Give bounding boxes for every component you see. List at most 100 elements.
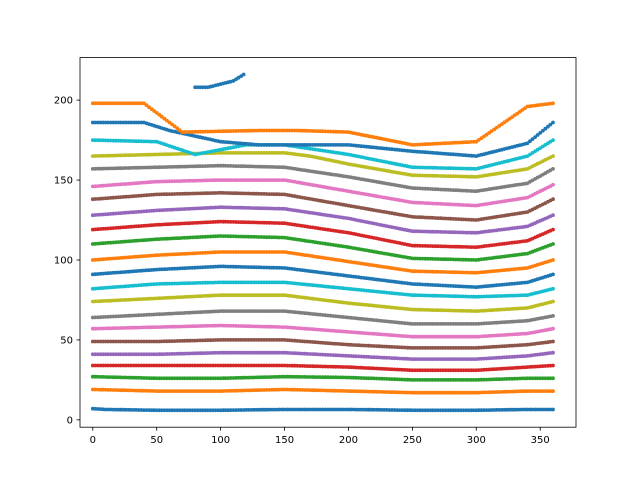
data-point [443,368,448,373]
data-point [453,346,458,350]
data-point [165,363,169,368]
data-point [551,389,555,393]
data-point [246,309,251,313]
data-point [195,408,200,413]
data-point [359,407,364,412]
data-point [195,281,200,285]
data-point [448,357,453,361]
data-point [453,322,458,326]
data-point [413,408,417,413]
data-point [494,377,499,382]
data-point [264,280,269,285]
data-point [142,325,146,330]
data-point [395,408,399,412]
x-tick-label: 200 [339,435,358,446]
y-tick-label: 200 [54,96,73,107]
data-point [551,326,555,331]
data-point [459,408,463,413]
x-tick-label: 50 [150,435,163,446]
data-point [211,376,215,381]
x-tick-label: 150 [275,435,294,446]
data-point [272,338,277,342]
data-point [471,368,476,373]
data-point [459,368,463,373]
data-point [264,375,269,379]
series-9 [90,280,555,299]
data-point [111,388,116,392]
data-point [113,326,118,330]
series-2 [90,374,555,382]
data-point [453,378,458,382]
data-point [223,280,228,285]
data-point [538,376,543,381]
data-point [551,350,555,355]
data-point [438,346,443,350]
data-point [142,363,146,368]
data-point [272,325,277,329]
data-point [213,363,218,368]
data-point [290,387,295,392]
data-point [430,322,435,326]
x-tick-label: 350 [531,435,550,446]
data-point [548,389,553,393]
data-point [188,408,192,413]
data-point [535,407,540,412]
data-point [530,407,535,412]
data-point [272,280,277,285]
data-point [497,294,502,298]
data-point [459,378,463,382]
data-point [101,339,105,344]
data-point [177,408,182,413]
data-point [484,408,489,412]
data-point [538,407,543,412]
data-point [494,408,499,412]
data-point [459,308,463,313]
data-point [159,389,164,393]
data-point [425,357,430,361]
data-point [443,346,448,350]
data-point [459,390,463,395]
data-point [520,376,525,381]
data-point [154,339,159,344]
data-point [354,389,358,394]
data-point [277,350,282,355]
series-8 [90,293,555,313]
data-point [448,368,453,373]
data-point [390,408,394,412]
data-point [453,390,458,395]
data-point [461,270,466,275]
data-point [129,339,134,344]
series-marks [90,72,555,413]
data-point [551,213,555,218]
data-point [129,352,134,357]
data-point [259,407,264,412]
data-point [200,363,205,368]
data-point [413,368,417,373]
data-point [448,346,453,350]
data-point [93,363,98,368]
data-point [436,390,440,395]
series-0 [90,406,555,413]
data-point [264,338,269,342]
data-point [177,339,182,343]
data-point [305,364,310,368]
data-point [382,390,387,394]
data-point [231,280,236,285]
data-point [461,346,466,350]
data-point [471,378,476,382]
data-point [413,334,417,339]
y-tick-label: 0 [67,415,73,426]
data-point [228,363,233,368]
data-point [111,352,116,357]
data-point [551,120,555,125]
data-point [106,407,110,412]
data-point [459,357,463,361]
data-point [520,407,525,412]
data-point [305,375,310,379]
data-point [535,376,540,381]
data-point [461,368,466,373]
data-point [367,407,371,412]
data-point [134,388,139,393]
data-point [497,408,502,412]
data-point [231,250,236,254]
